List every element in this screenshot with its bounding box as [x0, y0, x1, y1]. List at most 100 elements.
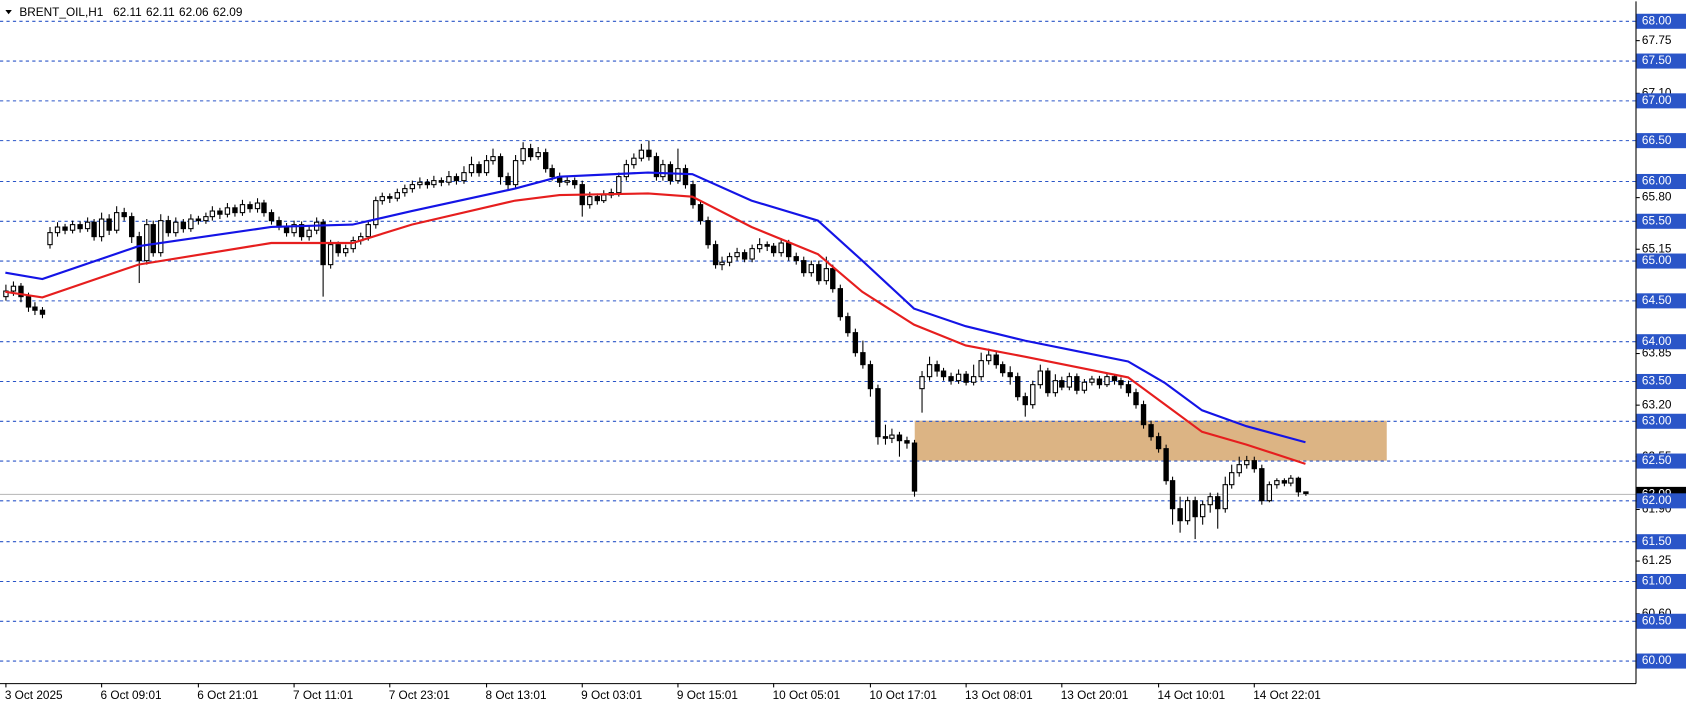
level-label-box	[1636, 293, 1686, 309]
candle-body	[113, 212, 120, 231]
candle-body	[306, 229, 312, 238]
candle-body	[986, 354, 992, 362]
candle-body	[1104, 376, 1110, 386]
candle-body	[1244, 460, 1250, 466]
candle-body	[483, 160, 490, 174]
candle-body	[1184, 500, 1191, 522]
candle-body	[1288, 477, 1294, 484]
candle-body	[446, 176, 452, 183]
candle-body	[1059, 380, 1065, 388]
candle-body	[1133, 392, 1139, 406]
level-label-box	[1636, 13, 1686, 29]
candle-body	[963, 373, 969, 383]
candle-body	[1052, 380, 1059, 394]
candle-body	[631, 157, 637, 166]
candle-body	[867, 364, 874, 390]
moving-average	[5, 171, 1306, 444]
candle-body	[919, 376, 925, 390]
level-label: 66.50	[1642, 133, 1672, 147]
candle-body	[845, 316, 851, 334]
candle-body	[837, 288, 843, 318]
candle-body	[1303, 491, 1309, 495]
candle-body	[158, 220, 164, 254]
candle-body	[1096, 378, 1103, 386]
candle-body	[1259, 468, 1265, 502]
candle-body	[365, 224, 371, 238]
candle-body	[468, 164, 475, 174]
menu-arrow[interactable]	[5, 9, 12, 15]
candle-body	[1148, 424, 1154, 438]
candle-body	[705, 220, 711, 246]
close: 62.09	[213, 5, 243, 19]
candle-body	[394, 192, 400, 199]
candle-body	[373, 200, 379, 226]
candle-body	[823, 268, 830, 282]
candle-body	[572, 180, 578, 186]
candle-body	[653, 156, 660, 178]
candle-body	[756, 244, 763, 250]
candle-body	[490, 156, 496, 162]
candle-body	[601, 194, 607, 202]
candle-body	[10, 285, 17, 292]
candle-body	[1192, 500, 1198, 518]
y-tick-label: 61.25	[1642, 553, 1672, 567]
candle-body	[25, 296, 32, 308]
candle-body	[180, 221, 187, 230]
candle-body	[203, 216, 209, 222]
candle-body	[816, 264, 822, 282]
candle-body	[298, 224, 305, 238]
x-tick-label: 9 Oct 03:01	[581, 688, 642, 702]
candle-body	[978, 360, 984, 378]
level-label: 61.50	[1642, 534, 1672, 548]
x-tick-label: 3 Oct 2025	[5, 688, 63, 702]
candle-body	[32, 306, 38, 311]
candle-body	[1045, 370, 1051, 394]
candle-body	[616, 176, 622, 194]
x-tick-label: 14 Oct 10:01	[1158, 688, 1226, 702]
x-tick-label: 10 Oct 17:01	[869, 688, 937, 702]
candle-body	[106, 218, 112, 231]
candle-body	[726, 256, 733, 263]
level-label: 60.00	[1642, 653, 1672, 667]
candle-body	[424, 181, 431, 186]
candle-body	[1037, 370, 1043, 386]
candle-body	[217, 210, 223, 215]
candle-body	[594, 196, 600, 202]
candle-body	[379, 196, 385, 202]
candle-body	[1155, 436, 1162, 450]
level-label: 63.50	[1642, 374, 1672, 388]
candle-body	[1222, 484, 1228, 510]
candle-body	[39, 309, 46, 315]
candle-body	[343, 248, 349, 254]
candle-body	[1111, 376, 1118, 382]
candle-body	[734, 252, 740, 258]
candle-body	[1022, 396, 1028, 406]
candle-body	[335, 244, 341, 254]
candle-body	[660, 164, 666, 178]
candle-body	[1081, 381, 1088, 391]
candle-body	[808, 264, 814, 274]
candle-body	[77, 224, 83, 230]
x-tick-label: 6 Oct 21:01	[197, 688, 258, 702]
candle-body	[830, 268, 836, 290]
y-tick-label: 65.80	[1642, 190, 1672, 204]
candle-body	[860, 352, 866, 366]
candle-body	[62, 226, 68, 231]
candle-body	[239, 204, 246, 214]
candle-body	[254, 202, 261, 210]
candle-body	[712, 244, 719, 266]
level-label-box	[1636, 413, 1686, 429]
x-tick-label: 8 Oct 13:01	[485, 688, 546, 702]
candle-body	[940, 370, 947, 378]
candle-body	[409, 184, 416, 190]
x-tick-label: 7 Oct 23:01	[389, 688, 450, 702]
symbol: BRENT_OIL,H1	[19, 5, 103, 19]
candle-body	[417, 181, 423, 186]
low: 62.06	[179, 5, 209, 19]
level-label-box	[1636, 534, 1686, 550]
candle-body	[1140, 404, 1147, 426]
candle-body	[638, 149, 645, 159]
candle-body	[896, 434, 903, 442]
